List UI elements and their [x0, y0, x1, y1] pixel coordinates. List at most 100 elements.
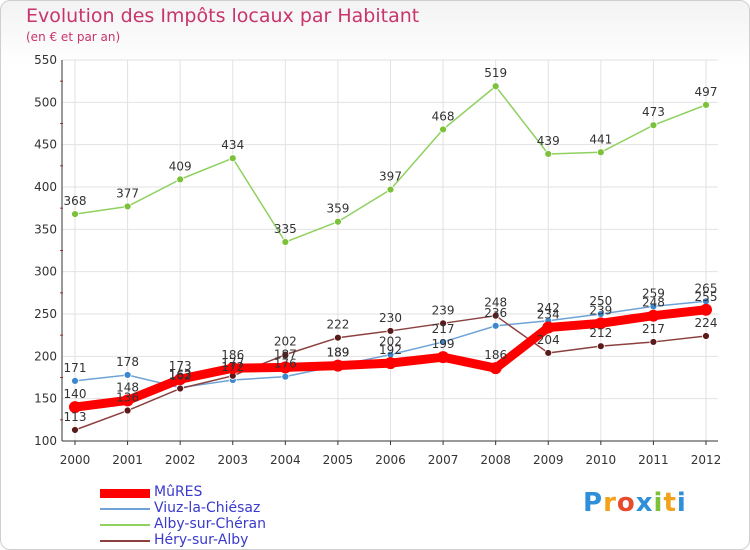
data-label: 189	[326, 346, 349, 360]
data-label: 148	[116, 380, 139, 394]
data-point	[491, 321, 500, 330]
data-label: 204	[537, 333, 560, 347]
x-tick-label: 2005	[323, 453, 354, 467]
data-label: 473	[642, 105, 665, 119]
data-label: 224	[695, 316, 718, 330]
data-label: 162	[169, 369, 192, 383]
chart-legend: MûRES Viuz-la-Chiésaz Alby-sur-Chéran Hé…	[100, 484, 360, 549]
data-label: 186	[221, 348, 244, 362]
x-tick-label: 2009	[533, 453, 564, 467]
data-label: 140	[64, 387, 87, 401]
data-point	[702, 100, 710, 109]
data-point	[123, 406, 132, 415]
data-point	[71, 426, 79, 434]
data-label: 359	[326, 202, 349, 216]
legend-item-hery[interactable]: Héry-sur-Alby	[100, 532, 360, 549]
data-point	[174, 373, 187, 386]
logo-letter: i	[676, 488, 687, 518]
data-label: 377	[116, 186, 139, 200]
legend-swatch-alby	[100, 524, 150, 526]
data-point	[594, 317, 607, 330]
data-point	[176, 384, 185, 393]
data-label: 248	[484, 296, 507, 310]
data-label: 202	[379, 335, 402, 349]
data-label: 368	[64, 194, 87, 208]
data-label: 242	[537, 301, 560, 315]
data-point	[649, 338, 658, 346]
data-point	[647, 309, 660, 322]
data-label: 172	[221, 360, 244, 374]
data-point	[123, 202, 132, 211]
data-label: 265	[695, 281, 718, 295]
logo-letter: o	[616, 488, 636, 518]
data-point	[334, 217, 342, 226]
data-label: 136	[116, 391, 139, 405]
data-label: 212	[589, 326, 612, 340]
data-point	[384, 357, 397, 370]
data-label: 434	[221, 138, 244, 152]
data-point	[491, 82, 500, 91]
data-point	[69, 401, 81, 414]
data-label: 439	[537, 134, 560, 148]
data-point	[596, 148, 605, 157]
x-tick-label: 2002	[165, 453, 196, 467]
logo-letter: x	[635, 488, 654, 518]
data-point	[386, 185, 395, 194]
x-tick-label: 2006	[375, 453, 406, 467]
data-point	[439, 338, 447, 346]
data-point	[489, 362, 502, 375]
y-tick-label: 350	[34, 222, 57, 236]
data-point	[649, 121, 658, 130]
data-point	[71, 376, 79, 385]
data-label: 409	[169, 159, 192, 173]
data-label: 222	[326, 318, 349, 332]
logo-letter: r	[603, 488, 617, 518]
data-label: 163	[169, 368, 192, 382]
data-label: 248	[642, 296, 665, 310]
data-label: 255	[695, 290, 718, 304]
data-label: 113	[64, 410, 87, 424]
y-tick-label: 250	[34, 307, 57, 321]
data-label: 397	[379, 170, 402, 184]
data-label: 441	[589, 132, 612, 146]
data-label: 187	[274, 347, 297, 361]
legend-item-viuz[interactable]: Viuz-la-Chiésaz	[100, 500, 360, 517]
logo-letter: t	[663, 488, 677, 518]
data-label: 217	[642, 322, 665, 336]
legend-item-mures[interactable]: MûRES	[100, 484, 360, 501]
data-point	[228, 154, 237, 163]
data-label: 192	[379, 343, 402, 357]
data-point	[281, 350, 290, 359]
data-label: 239	[432, 303, 455, 317]
data-label: 468	[432, 109, 455, 123]
logo-letter: i	[653, 488, 664, 518]
data-label: 519	[484, 66, 507, 80]
legend-label-alby: Alby-sur-Chéran	[154, 516, 266, 532]
legend-swatch-viuz	[100, 508, 150, 510]
data-point	[123, 371, 132, 379]
x-tick-label: 2012	[691, 453, 722, 467]
data-point	[491, 311, 500, 320]
legend-item-alby[interactable]: Alby-sur-Chéran	[100, 516, 360, 533]
y-tick-label: 100	[34, 434, 57, 448]
legend-swatch-hery	[100, 540, 150, 542]
data-point	[226, 362, 239, 375]
data-label: 176	[274, 357, 297, 371]
x-tick-label: 2011	[638, 453, 669, 467]
data-point	[702, 332, 710, 340]
data-point	[281, 238, 290, 246]
x-tick-label: 2000	[60, 453, 91, 467]
legend-label-viuz: Viuz-la-Chiésaz	[154, 500, 261, 516]
data-label: 230	[379, 311, 402, 325]
data-label: 259	[642, 286, 665, 300]
legend-label-hery: Héry-sur-Alby	[154, 532, 249, 548]
data-point	[71, 210, 79, 218]
legend-label-mures: MûRES	[154, 484, 203, 500]
data-point	[281, 372, 290, 381]
data-label: 217	[432, 322, 455, 336]
data-label: 199	[432, 337, 455, 351]
data-point	[331, 359, 344, 372]
logo-letter: P	[583, 488, 604, 518]
x-tick-label: 2003	[217, 453, 248, 467]
